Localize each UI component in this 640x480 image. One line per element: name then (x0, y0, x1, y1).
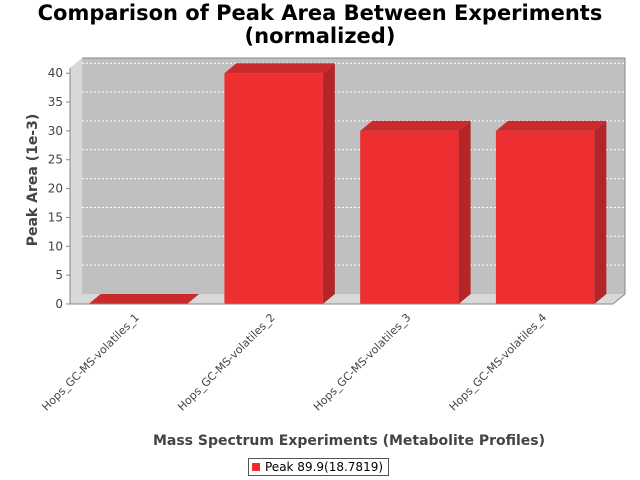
y-tick-label: 0 (55, 297, 63, 311)
y-axis-label: Peak Area (1e-3) (25, 114, 41, 247)
y-tick-label: 30 (48, 124, 63, 138)
chart-title-line-1: Comparison of Peak Area Between Experime… (37, 1, 603, 25)
y-tick-label: 20 (48, 182, 63, 196)
y-tick-label: 10 (48, 239, 63, 253)
bar (88, 294, 200, 304)
x-tick-label: Hops_GC-MS-volatiles_1 (39, 311, 142, 414)
y-tick-label: 35 (48, 95, 63, 109)
chart-title: Comparison of Peak Area Between Experime… (0, 2, 640, 48)
bar (495, 120, 607, 304)
bar-side (594, 120, 607, 304)
bar-top (88, 294, 200, 304)
y-axis: 0 5 10 15 20 25 30 35 40 (48, 66, 71, 311)
legend-label: Peak 89.9(18.7819) (265, 460, 384, 474)
x-tick-label: Hops_GC-MS-volatiles_3 (311, 311, 414, 414)
y-tick-label: 40 (48, 66, 63, 80)
bar-side (322, 63, 335, 305)
legend: Peak 89.9(18.7819) (248, 458, 390, 476)
bar-side (458, 120, 471, 304)
x-axis-label: Mass Spectrum Experiments (Metabolite Pr… (153, 433, 545, 449)
bar-front (360, 130, 459, 304)
x-tick-label: Hops_GC-MS-volatiles_2 (175, 311, 278, 414)
y-tick-label: 25 (48, 153, 63, 167)
x-tick-label: Hops_GC-MS-volatiles_4 (447, 311, 550, 414)
bar (224, 63, 335, 305)
plot-outline (82, 57, 626, 305)
bar-front (495, 130, 595, 304)
y-tick-label: 5 (55, 268, 63, 282)
chart-title-line-2: (normalized) (244, 24, 396, 48)
x-axis: Hops_GC-MS-volatiles_1 Hops_GC-MS-volatil… (39, 303, 613, 414)
plot-left-wall (70, 58, 82, 304)
plot-floor (70, 294, 625, 304)
y-tick-label: 15 (48, 210, 63, 224)
legend-swatch (252, 463, 260, 471)
bar-top (495, 120, 607, 131)
bar-front (224, 73, 323, 305)
bar-top (224, 63, 335, 74)
bars (88, 63, 607, 305)
bar-top (360, 120, 471, 131)
bar (360, 120, 471, 304)
